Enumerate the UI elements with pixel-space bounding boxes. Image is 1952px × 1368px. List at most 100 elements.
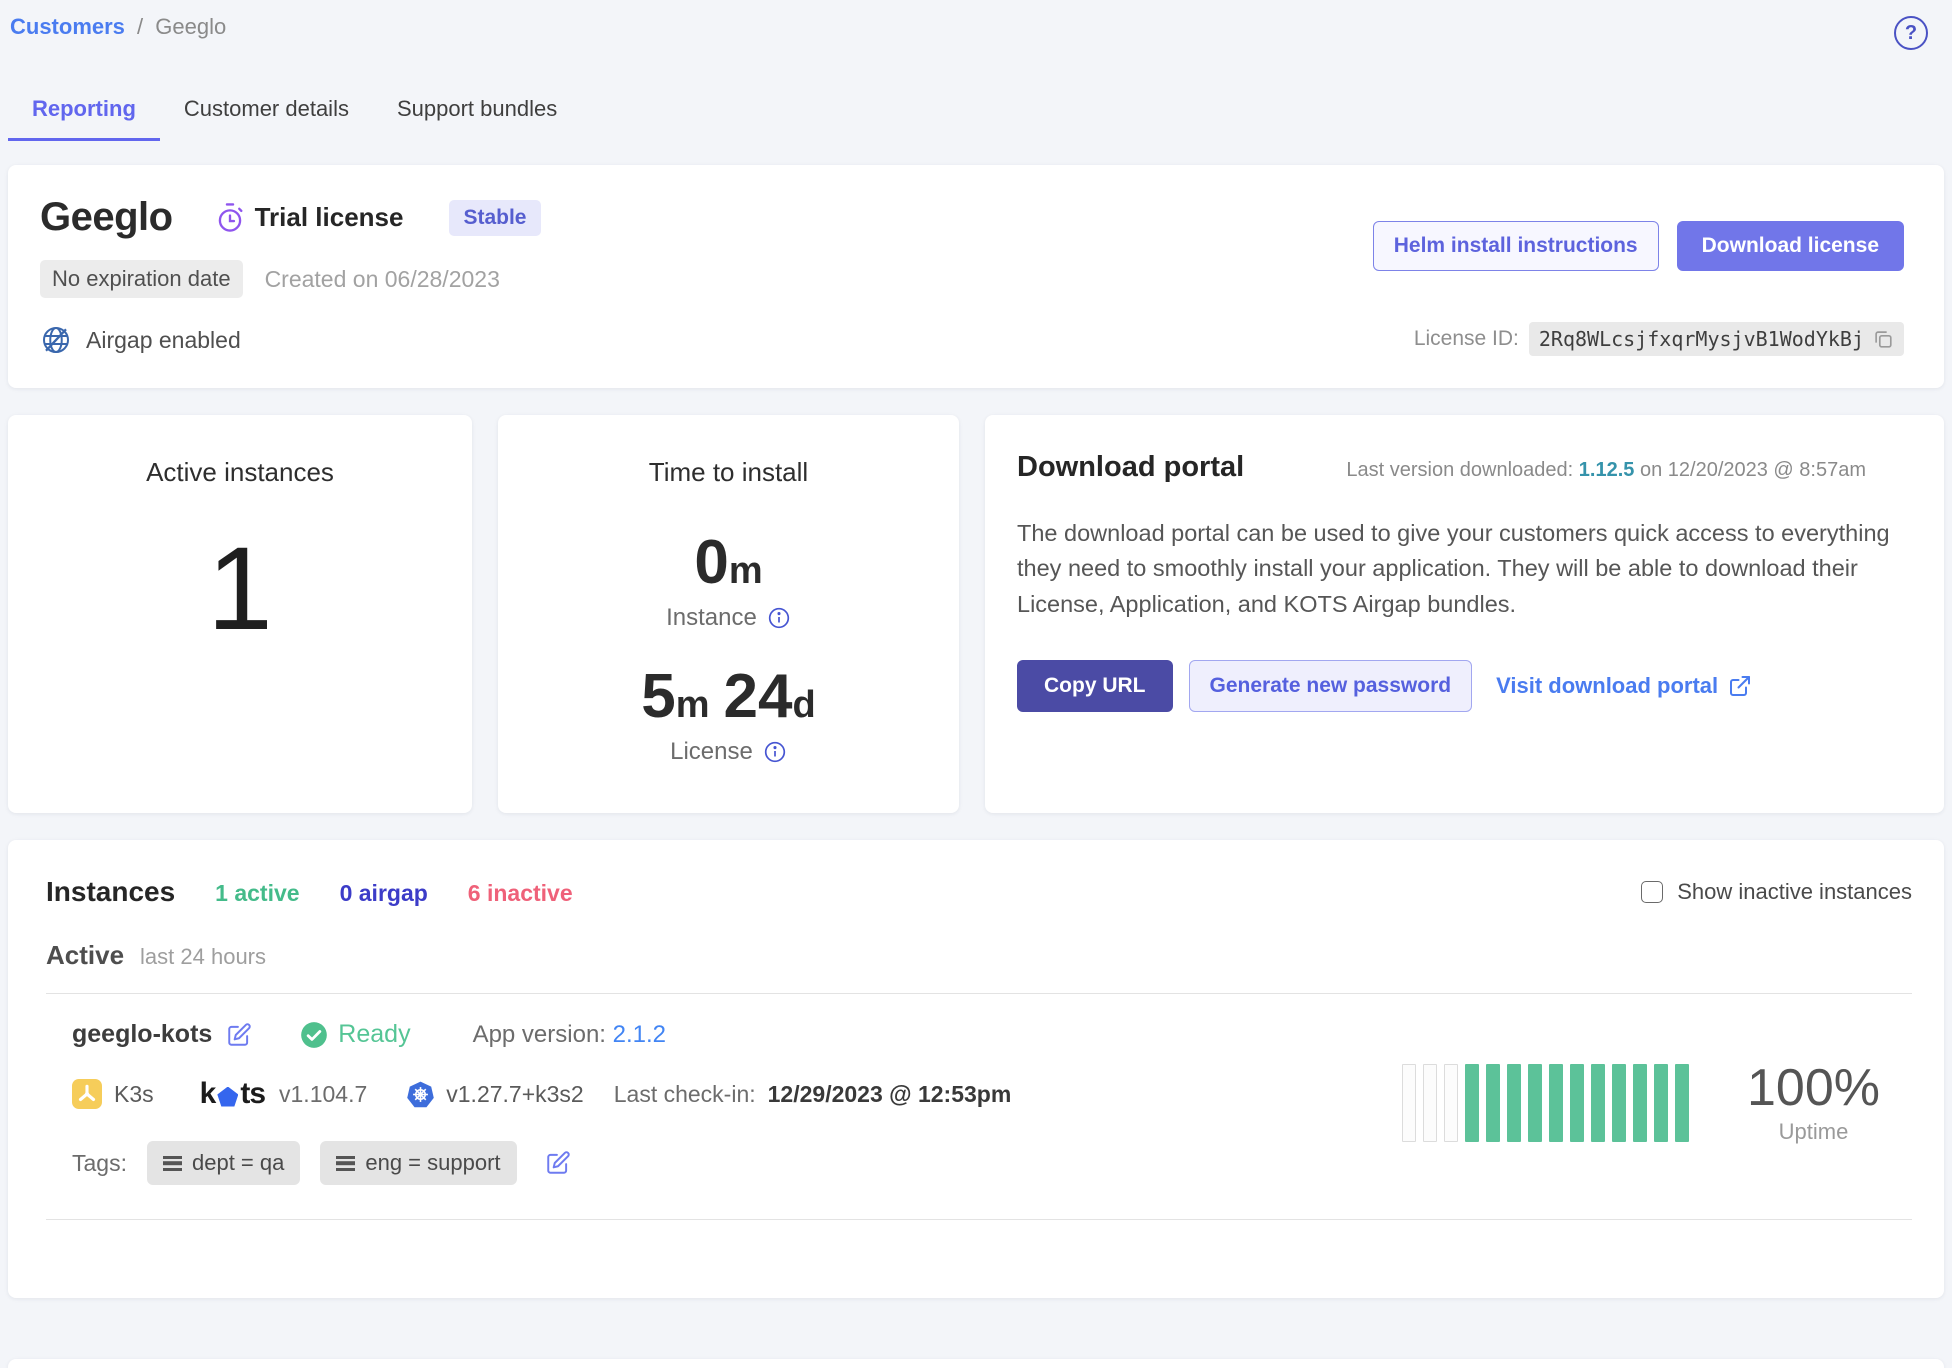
license-id-value: 2Rq8WLcsjfxqrMysjvB1WodYkBj (1538, 327, 1864, 351)
page-header: Customers / Geeglo ? (8, 14, 1944, 50)
kots-logo: k ts (199, 1077, 266, 1111)
license-install-label-row: License (498, 738, 959, 766)
app-version-link[interactable]: 2.1.2 (612, 1020, 667, 1048)
license-id-chip: 2Rq8WLcsjfxqrMysjvB1WodYkBj (1528, 322, 1904, 356)
tab-bar: Reporting Customer details Support bundl… (8, 84, 1944, 141)
uptime-bar-up (1591, 1063, 1605, 1142)
channel-badge: Stable (449, 199, 541, 236)
ready-check-icon (301, 1021, 328, 1048)
breadcrumb-separator: / (137, 14, 144, 39)
active-instances-title: Active instances (146, 457, 334, 487)
instance-install-unit: m (728, 550, 763, 592)
kots-version: v1.104.7 (279, 1080, 368, 1107)
breadcrumb-current: Geeglo (155, 14, 227, 39)
uptime-bar-up (1465, 1063, 1479, 1142)
time-to-install-title: Time to install (648, 457, 809, 487)
uptime-bar-empty (1402, 1063, 1416, 1142)
divider (46, 1219, 1912, 1220)
next-card-top-edge (8, 1359, 1944, 1368)
instance-install-label-row: Instance (498, 604, 959, 632)
download-portal-card: Download portal Last version downloaded:… (985, 415, 1944, 813)
instance-install-label: Instance (666, 604, 757, 631)
tab-reporting[interactable]: Reporting (8, 84, 160, 141)
download-license-button[interactable]: Download license (1676, 221, 1904, 271)
airgap-globe-icon (43, 327, 69, 353)
tag-badge: eng = support (320, 1141, 517, 1185)
license-install-unit2: d (792, 684, 816, 726)
last-version-link[interactable]: 1.12.5 (1578, 459, 1635, 481)
active-section-label: Active (46, 940, 125, 970)
k8s-version: v1.27.7+k3s2 (446, 1080, 584, 1107)
license-install-unit1: m (675, 684, 710, 726)
helm-install-button[interactable]: Helm install instructions (1372, 221, 1659, 271)
kots-logo-o-icon (217, 1086, 239, 1107)
license-install-label: License (670, 738, 753, 765)
airgap-count: 0 airgap (339, 880, 428, 906)
help-icon[interactable]: ? (1894, 16, 1928, 50)
active-instances-card: Active instances 1 (8, 415, 472, 813)
last-version-suffix: on 12/20/2023 @ 8:57am (1639, 459, 1866, 481)
tab-customer-details[interactable]: Customer details (183, 96, 349, 121)
uptime-percent: 100% (1747, 1058, 1880, 1117)
instance-name: geeglo-kots (72, 1020, 213, 1048)
uptime-bar-up (1507, 1063, 1521, 1142)
show-inactive-checkbox[interactable] (1641, 881, 1664, 903)
last-checkin-label: Last check-in: (613, 1080, 756, 1107)
customer-name: Geeglo (40, 195, 173, 239)
tag-text: dept = qa (191, 1150, 285, 1175)
instances-title: Instances (46, 876, 176, 907)
last-version-downloaded: Last version downloaded: 1.12.5 on 12/20… (1346, 459, 1866, 482)
info-icon[interactable] (763, 740, 787, 764)
generate-password-button[interactable]: Generate new password (1188, 659, 1473, 712)
last-checkin-value: 12/29/2023 @ 12:53pm (767, 1080, 1012, 1107)
uptime-bars (1402, 1063, 1689, 1142)
tags-label: Tags: (72, 1149, 127, 1176)
uptime-bar-up (1633, 1063, 1647, 1142)
active-count: 1 active (215, 880, 300, 906)
uptime-label: Uptime (1778, 1119, 1849, 1145)
license-install-value1: 5 (641, 662, 676, 731)
k3s-icon (72, 1079, 102, 1109)
uptime-bar-up (1612, 1063, 1626, 1142)
created-date: Created on 06/28/2023 (264, 265, 500, 292)
tag-text: eng = support (365, 1150, 501, 1175)
download-portal-description: The download portal can be used to give … (1017, 520, 1890, 617)
app-version: App version: 2.1.2 (473, 1021, 666, 1049)
license-install-time: 5m 24d (498, 666, 959, 728)
copy-url-button[interactable]: Copy URL (1017, 659, 1173, 712)
uptime-bar-up (1549, 1063, 1563, 1142)
visit-download-portal-link[interactable]: Visit download portal (1496, 673, 1752, 699)
kots-logo-ts: ts (240, 1077, 266, 1110)
stopwatch-icon (218, 202, 243, 232)
tab-support-bundles[interactable]: Support bundles (396, 96, 558, 121)
visit-download-portal-label: Visit download portal (1496, 672, 1719, 698)
active-section-period: last 24 hours (140, 944, 267, 969)
copy-icon[interactable] (1872, 328, 1894, 350)
tag-bars-icon (162, 1155, 182, 1171)
edit-tags-icon[interactable] (545, 1150, 571, 1176)
show-inactive-label: Show inactive instances (1677, 879, 1912, 904)
show-inactive-toggle[interactable]: Show inactive instances (1641, 879, 1912, 905)
breadcrumb: Customers / Geeglo (10, 14, 226, 40)
instance-status: Ready (300, 1020, 411, 1049)
active-instances-value: 1 (207, 523, 273, 655)
breadcrumb-customers-link[interactable]: Customers (10, 14, 125, 39)
time-to-install-card: Time to install 0m Instance 5m 24d Licens… (498, 415, 959, 813)
ready-label: Ready (338, 1020, 411, 1048)
download-portal-title: Download portal (1017, 451, 1245, 483)
uptime-bar-up (1654, 1063, 1668, 1142)
external-link-icon (1730, 675, 1751, 696)
inactive-count: 6 inactive (467, 880, 573, 906)
uptime-bar-up (1528, 1063, 1542, 1142)
kots-logo-k: k (199, 1077, 217, 1110)
last-version-prefix: Last version downloaded: (1346, 459, 1574, 481)
info-icon[interactable] (767, 606, 791, 630)
expiration-badge: No expiration date (40, 260, 243, 298)
uptime-bar-empty (1444, 1063, 1458, 1142)
license-type: Trial license (215, 202, 403, 234)
edit-instance-name-icon[interactable] (226, 1022, 252, 1048)
divider (46, 993, 1912, 994)
uptime-bar-up (1570, 1063, 1584, 1142)
uptime-bar-up (1486, 1063, 1500, 1142)
instance-install-time: 0m (498, 532, 959, 594)
